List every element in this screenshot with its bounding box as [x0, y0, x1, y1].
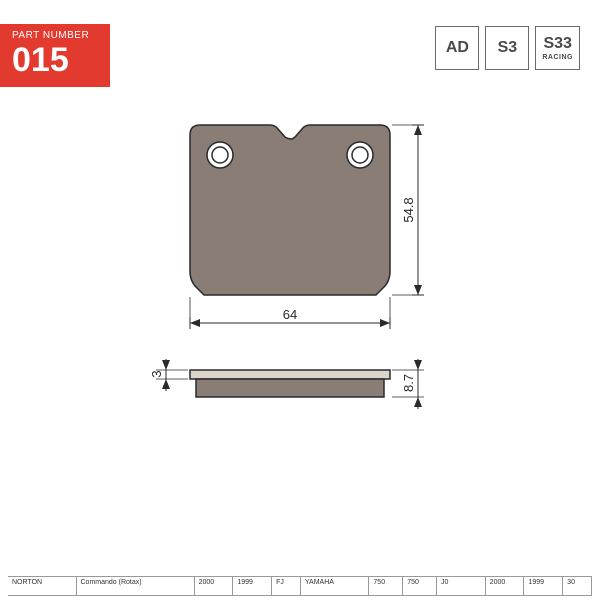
tag-label: S33 [543, 36, 571, 52]
mount-hole-2-inner [352, 147, 368, 163]
tag-label: AD [446, 40, 469, 56]
tag-label: S3 [498, 40, 518, 56]
part-number-label: PART NUMBER [12, 30, 98, 41]
tag-s33: S33 RACING [535, 26, 580, 70]
cell-y4: 1999 [524, 577, 563, 596]
mount-hole-1-inner [212, 147, 228, 163]
backplate [190, 370, 390, 379]
pad-side-view [190, 370, 390, 397]
technical-drawing: 64 54.8 8.7 [120, 115, 480, 495]
tag-s3: S3 [485, 26, 529, 70]
friction-lining [196, 379, 384, 397]
application-table-row: NORTON Commando (Rotax) 2000 1999 FJ YAM… [8, 576, 592, 596]
cell-code1: FJ [272, 577, 301, 596]
dim-thickness-total-value: 8.7 [401, 374, 416, 392]
tag-ad: AD [435, 26, 479, 70]
cell-make: NORTON [8, 577, 77, 596]
part-number-value: 015 [12, 43, 98, 77]
dim-thickness-plate-value: 3 [149, 370, 164, 377]
dim-height-value: 54.8 [401, 197, 416, 222]
cell-y2: 1999 [233, 577, 272, 596]
cell-cc2: 750 [403, 577, 437, 596]
dim-thickness-total: 8.7 [392, 359, 424, 409]
dim-height: 54.8 [392, 125, 424, 295]
tag-sublabel: RACING [542, 54, 573, 61]
cell-code3: 30 [563, 577, 592, 596]
cell-y3: 2000 [486, 577, 525, 596]
dim-thickness-plate: 3 [149, 359, 188, 391]
cell-make2: YAMAHA [301, 577, 370, 596]
compound-tags: AD S3 S33 RACING [435, 26, 580, 70]
cell-cc1: 750 [369, 577, 403, 596]
pad-front-view [190, 125, 390, 295]
cell-code2: J0 [437, 577, 486, 596]
dim-width: 64 [190, 297, 390, 329]
dim-width-value: 64 [283, 307, 297, 322]
cell-model: Commando (Rotax) [77, 577, 195, 596]
cell-y1: 2000 [195, 577, 234, 596]
part-number-badge: PART NUMBER 015 [0, 24, 110, 87]
